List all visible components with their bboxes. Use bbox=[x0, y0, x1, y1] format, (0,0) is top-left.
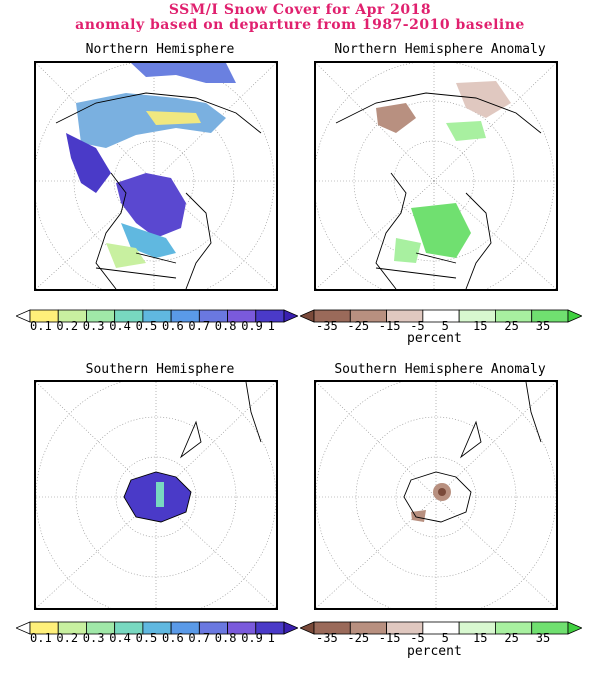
colorbar-tick-label: 5 bbox=[441, 631, 449, 645]
colorbar-tick-label: 0.6 bbox=[162, 319, 184, 333]
sh-snow-cover-map bbox=[34, 380, 278, 610]
colorbar-tick-label: 1 bbox=[267, 319, 275, 333]
colorbar-tick-label: 1 bbox=[267, 631, 275, 645]
colorbar-tick-label: 15 bbox=[473, 631, 488, 645]
colorbar-tick-label: 15 bbox=[473, 319, 488, 333]
anomaly-colorbar-sh bbox=[300, 621, 582, 635]
sh-title: Southern Hemisphere bbox=[85, 362, 235, 377]
colorbar-over-arrow bbox=[567, 309, 582, 323]
anomaly-unit-nh: percent bbox=[407, 331, 462, 346]
colorbar-tick-label: 0.9 bbox=[241, 631, 263, 645]
colorbar-under-arrow bbox=[300, 309, 315, 323]
colorbar-tick-label: 0.3 bbox=[82, 631, 105, 645]
colorbar-tick-label: 0.3 bbox=[82, 319, 105, 333]
colorbar-tick-label: 0.1 bbox=[30, 319, 52, 333]
colorbar-tick-label: 0.5 bbox=[135, 319, 158, 333]
colorbar-tick-label: 0.8 bbox=[214, 631, 237, 645]
colorbar-tick-label: -15 bbox=[378, 319, 401, 333]
colorbar-tick-label: -35 bbox=[316, 631, 338, 645]
sh-anomaly-map bbox=[314, 380, 558, 610]
page-subtitle: anomaly based on departure from 1987-201… bbox=[75, 17, 525, 33]
colorbar-tick-label: 0.5 bbox=[135, 631, 158, 645]
sh-anomaly-title: Southern Hemisphere Anomaly bbox=[334, 362, 546, 377]
colorbar-tick-label: 0.9 bbox=[241, 319, 263, 333]
colorbar-tick-label: 0.4 bbox=[109, 631, 131, 645]
colorbar-tick-label: 0.4 bbox=[109, 319, 131, 333]
anomaly-colorbar-nh bbox=[300, 309, 582, 323]
colorbar-tick-label: 0.7 bbox=[188, 319, 211, 333]
nh-anomaly-title: Northern Hemisphere Anomaly bbox=[334, 42, 546, 57]
colorbar-tick-label: 25 bbox=[504, 631, 519, 645]
colorbar-tick-label: -15 bbox=[378, 631, 401, 645]
colorbar-tick-label: -5 bbox=[410, 631, 425, 645]
colorbar-under-arrow bbox=[300, 621, 315, 635]
colorbar-over-arrow bbox=[567, 621, 582, 635]
nh-title: Northern Hemisphere bbox=[85, 42, 235, 57]
cover-colorbar-sh bbox=[16, 621, 298, 635]
colorbar-tick-label: -25 bbox=[347, 319, 370, 333]
nh-snow-cover-map bbox=[34, 61, 278, 291]
page-title: SSM/I Snow Cover for Apr 2018 bbox=[168, 2, 432, 18]
nh-anomaly-map bbox=[314, 61, 558, 291]
colorbar-tick-label: -35 bbox=[316, 319, 338, 333]
colorbar-tick-label: 0.8 bbox=[214, 319, 237, 333]
colorbar-tick-label: -5 bbox=[410, 319, 425, 333]
anomaly-unit-sh: percent bbox=[407, 644, 462, 659]
colorbar-tick-label: 5 bbox=[441, 319, 449, 333]
colorbar-tick-label: 0.2 bbox=[56, 631, 79, 645]
colorbar-tick-label: 0.2 bbox=[56, 319, 79, 333]
colorbar-tick-label: 35 bbox=[535, 631, 551, 645]
colorbar-tick-label: 0.1 bbox=[30, 631, 52, 645]
colorbar-tick-label: 35 bbox=[535, 319, 551, 333]
colorbar-tick-label: 25 bbox=[504, 319, 519, 333]
colorbar-tick-label: 0.7 bbox=[188, 631, 211, 645]
colorbar-under-arrow bbox=[16, 621, 31, 635]
colorbar-tick-label: -25 bbox=[347, 631, 370, 645]
colorbar-over-arrow bbox=[283, 309, 298, 323]
colorbar-over-arrow bbox=[283, 621, 298, 635]
colorbar-under-arrow bbox=[16, 309, 31, 323]
colorbar-tick-label: 0.6 bbox=[162, 631, 184, 645]
cover-colorbar bbox=[16, 309, 298, 323]
